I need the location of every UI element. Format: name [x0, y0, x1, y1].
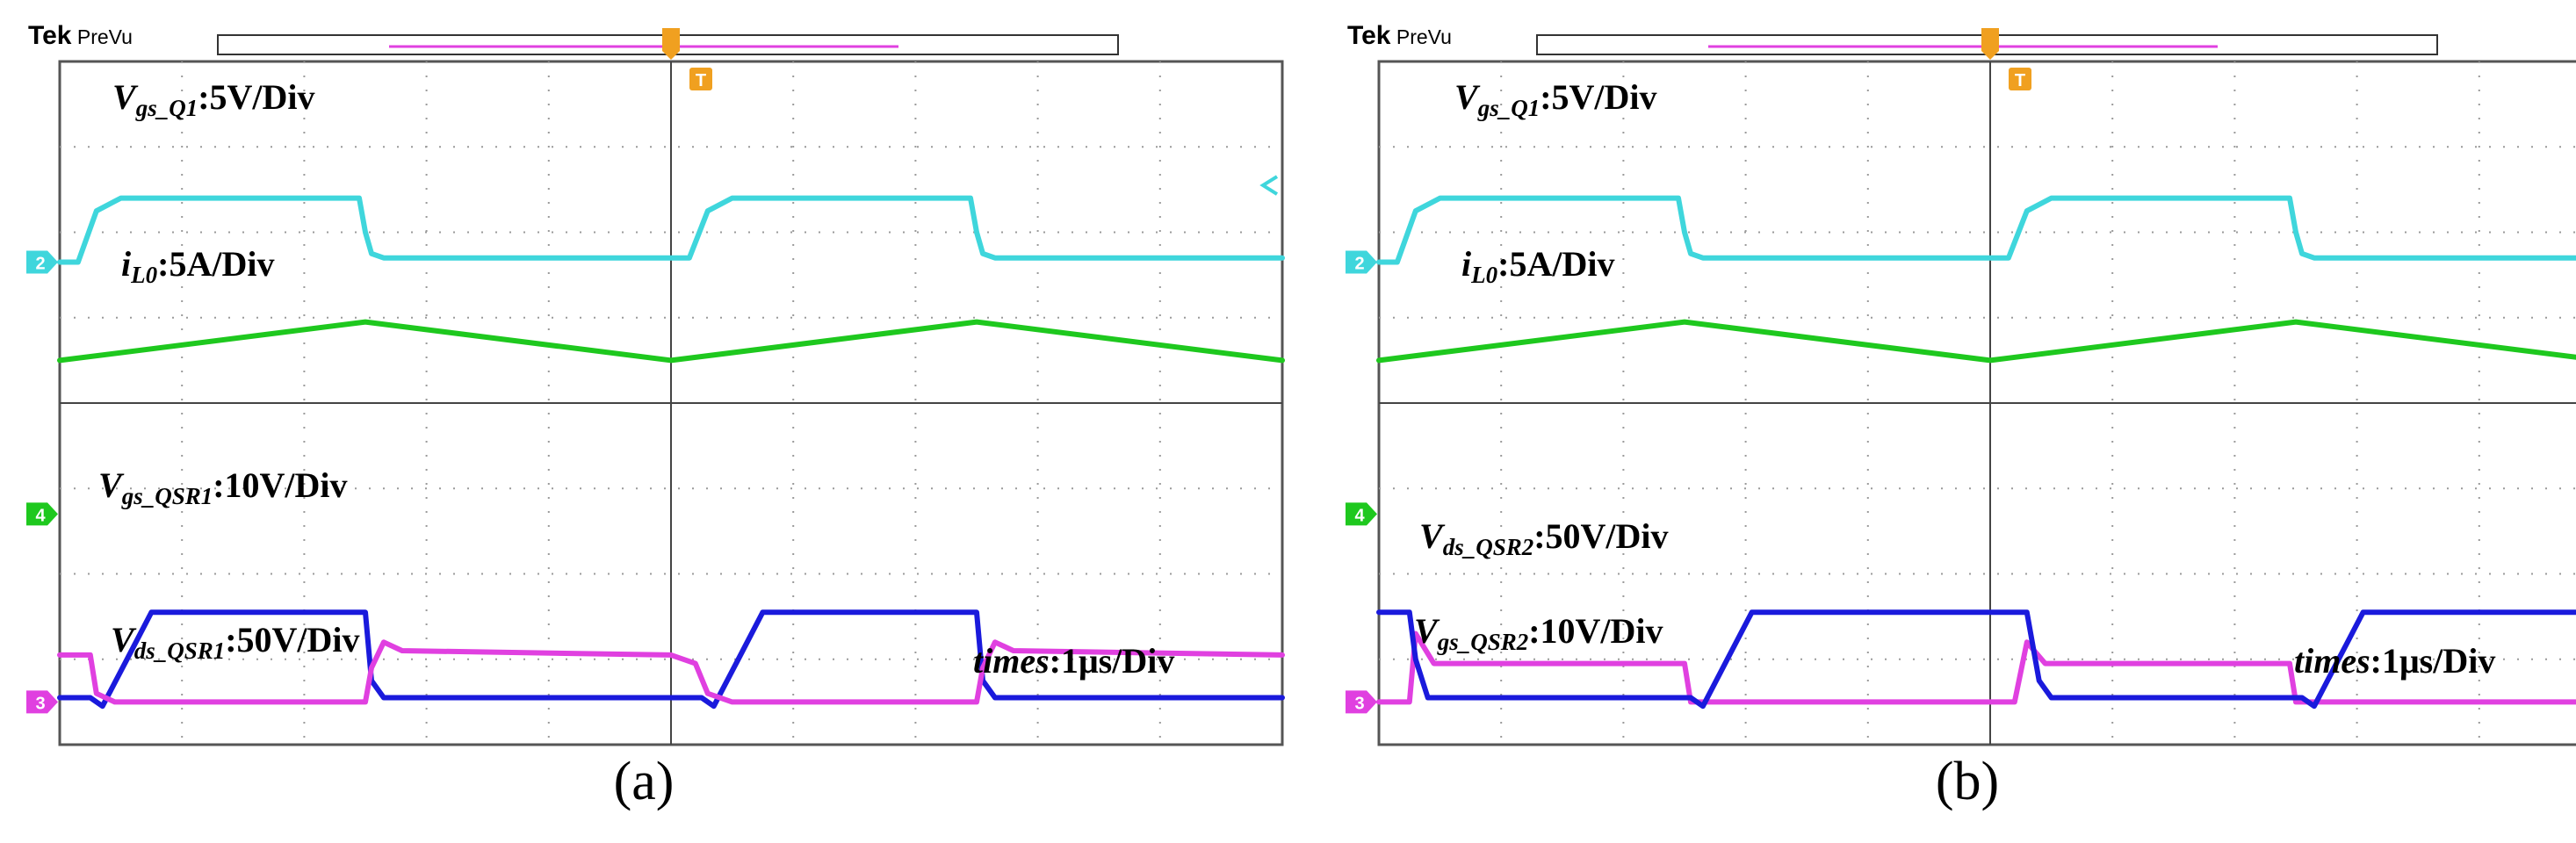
label-symbol: V — [98, 465, 125, 505]
channel-marker-icon — [1346, 250, 1377, 274]
channel-scale-label: Vgs_QSR1:10V/Div — [98, 465, 348, 509]
label-symbol: i — [1461, 244, 1471, 284]
label-subscript: gs_QSR1 — [121, 483, 213, 509]
brand-label: Tek PreVu — [28, 21, 133, 50]
waveform-v-gs-q1 — [1376, 195, 2576, 265]
waveform-v-gs-q1 — [57, 195, 1285, 265]
label-symbol: V — [112, 77, 139, 117]
channel-marker-icon — [26, 250, 58, 274]
brand-label: Tek PreVu — [1347, 21, 1452, 50]
time-scale-symbol: times — [973, 641, 1050, 681]
channel-marker-icon — [26, 690, 58, 714]
channel-marker-label: 3 — [35, 694, 45, 713]
time-scale-label: times:1μs/Div — [2294, 641, 2495, 681]
label-scale: :10V/Div — [213, 465, 347, 505]
time-scale-value: :1μs/Div — [1050, 641, 1175, 681]
label-subscript: gs_Q1 — [1477, 95, 1541, 121]
channel-scale-label: Vgs_Q1:5V/Div — [1454, 77, 1657, 121]
brand-name: Tek — [28, 21, 72, 50]
channel-scale-label: Vgs_QSR2:10V/Div — [1414, 611, 1663, 655]
label-subscript: L0 — [1470, 262, 1497, 288]
label-subscript: gs_Q1 — [135, 95, 198, 121]
time-scale-value: :1μs/Div — [2370, 641, 2496, 681]
offset-arrow-icon — [1259, 175, 1279, 196]
channel-marker-label: 3 — [1354, 694, 1364, 713]
trigger-marker-label: T — [2015, 71, 2025, 90]
channel-scale-label: Vds_QSR2:50V/Div — [1419, 516, 1669, 560]
waveform-v-gs-qsr2 — [1376, 609, 2576, 710]
label-symbol: i — [121, 244, 131, 284]
channel-marker-label: 2 — [1354, 255, 1364, 274]
label-subscript: ds_QSR2 — [1443, 534, 1534, 560]
label-symbol: V — [1419, 516, 1446, 556]
channel-marker-icon — [26, 502, 58, 526]
label-subscript: L0 — [130, 262, 157, 288]
waveform-v-ds-qsr2 — [1376, 630, 2576, 705]
waveform-i-l0 — [1376, 319, 2576, 364]
trigger-marker-icon — [689, 68, 712, 90]
channel-marker-label: 4 — [35, 506, 46, 525]
acquisition-mode: PreVu — [1390, 25, 1451, 48]
label-scale: :5A/Div — [157, 244, 274, 284]
channel-scale-label: Vgs_Q1:5V/Div — [112, 77, 315, 121]
label-symbol: V — [1454, 77, 1481, 117]
label-subscript: gs_QSR2 — [1437, 629, 1529, 655]
label-scale: :10V/Div — [1528, 611, 1663, 651]
waveform-v-gs-qsr1 — [57, 609, 1285, 710]
label-symbol: V — [1414, 611, 1440, 651]
label-symbol: V — [111, 620, 137, 659]
time-scale-label: times:1μs/Div — [973, 641, 1174, 681]
label-subscript: ds_QSR1 — [134, 638, 226, 664]
label-scale: :5A/Div — [1497, 244, 1614, 284]
trigger-position-icon — [1981, 28, 1999, 60]
time-scale-symbol: times — [2294, 641, 2370, 681]
panel-caption: (b) — [1936, 752, 1999, 811]
acquisition-mode: PreVu — [71, 25, 132, 48]
panel-caption: (a) — [614, 752, 675, 811]
channel-marker-icon — [1346, 690, 1377, 714]
label-scale: :5V/Div — [198, 77, 314, 117]
channel-marker-icon — [1346, 502, 1377, 526]
waveform-i-l0 — [57, 319, 1285, 364]
trigger-marker-icon — [2009, 68, 2031, 90]
waveform-v-ds-qsr1 — [57, 639, 1285, 705]
trigger-position-icon — [662, 28, 680, 60]
channel-scale-label: Vds_QSR1:50V/Div — [111, 620, 360, 664]
scope-panel-b: Tek PreVuT243Vgs_Q1:5V/DiviL0:5A/DivVds_… — [1346, 21, 2576, 811]
label-scale: :50V/Div — [225, 620, 359, 659]
brand-name: Tek — [1347, 21, 1391, 50]
scope-panel-a: Tek PreVuT243Vgs_Q1:5V/DiviL0:5A/DivVgs_… — [26, 21, 1285, 811]
channel-scale-label: iL0:5A/Div — [1461, 244, 1614, 288]
channel-marker-label: 4 — [1354, 506, 1365, 525]
label-scale: :5V/Div — [1540, 77, 1656, 117]
label-scale: :50V/Div — [1533, 516, 1668, 556]
channel-marker-label: 2 — [35, 255, 45, 274]
trigger-marker-label: T — [696, 71, 706, 90]
channel-scale-label: iL0:5A/Div — [121, 244, 274, 288]
